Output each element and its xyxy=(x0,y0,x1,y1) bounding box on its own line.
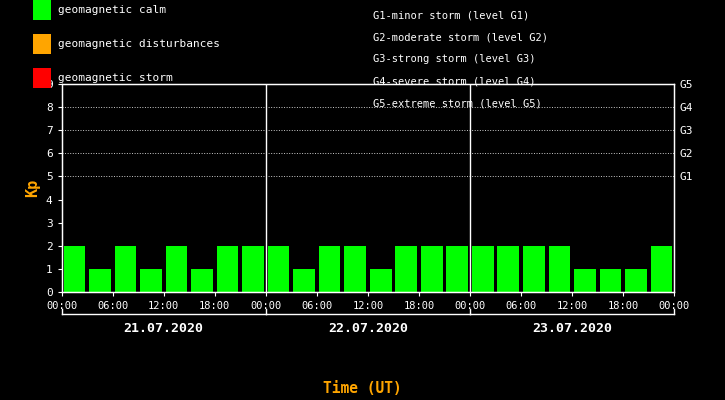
Bar xyxy=(242,246,264,292)
Bar xyxy=(421,246,442,292)
Bar xyxy=(447,246,468,292)
Bar xyxy=(523,246,544,292)
Bar xyxy=(574,269,596,292)
Text: G4-severe storm (level G4): G4-severe storm (level G4) xyxy=(373,76,536,86)
Bar xyxy=(472,246,494,292)
Bar xyxy=(191,269,213,292)
Bar xyxy=(650,246,672,292)
Text: geomagnetic calm: geomagnetic calm xyxy=(58,5,166,15)
Y-axis label: Kp: Kp xyxy=(25,179,41,197)
Bar xyxy=(549,246,571,292)
Bar xyxy=(370,269,392,292)
Bar xyxy=(319,246,341,292)
Text: 23.07.2020: 23.07.2020 xyxy=(532,322,612,335)
Bar xyxy=(165,246,187,292)
Text: G3-strong storm (level G3): G3-strong storm (level G3) xyxy=(373,54,536,64)
Bar xyxy=(89,269,111,292)
Bar xyxy=(115,246,136,292)
Text: G1-minor storm (level G1): G1-minor storm (level G1) xyxy=(373,10,530,20)
Bar xyxy=(395,246,417,292)
Text: geomagnetic disturbances: geomagnetic disturbances xyxy=(58,39,220,49)
Bar xyxy=(217,246,239,292)
Bar xyxy=(294,269,315,292)
Bar xyxy=(268,246,289,292)
Bar xyxy=(344,246,366,292)
Bar xyxy=(600,269,621,292)
Bar xyxy=(64,246,86,292)
Text: G5-extreme storm (level G5): G5-extreme storm (level G5) xyxy=(373,98,542,108)
Text: geomagnetic storm: geomagnetic storm xyxy=(58,73,173,83)
Text: Time (UT): Time (UT) xyxy=(323,381,402,396)
Bar xyxy=(497,246,519,292)
Bar xyxy=(625,269,647,292)
Text: 22.07.2020: 22.07.2020 xyxy=(328,322,408,335)
Text: G2-moderate storm (level G2): G2-moderate storm (level G2) xyxy=(373,32,548,42)
Bar xyxy=(140,269,162,292)
Text: 21.07.2020: 21.07.2020 xyxy=(124,322,204,335)
